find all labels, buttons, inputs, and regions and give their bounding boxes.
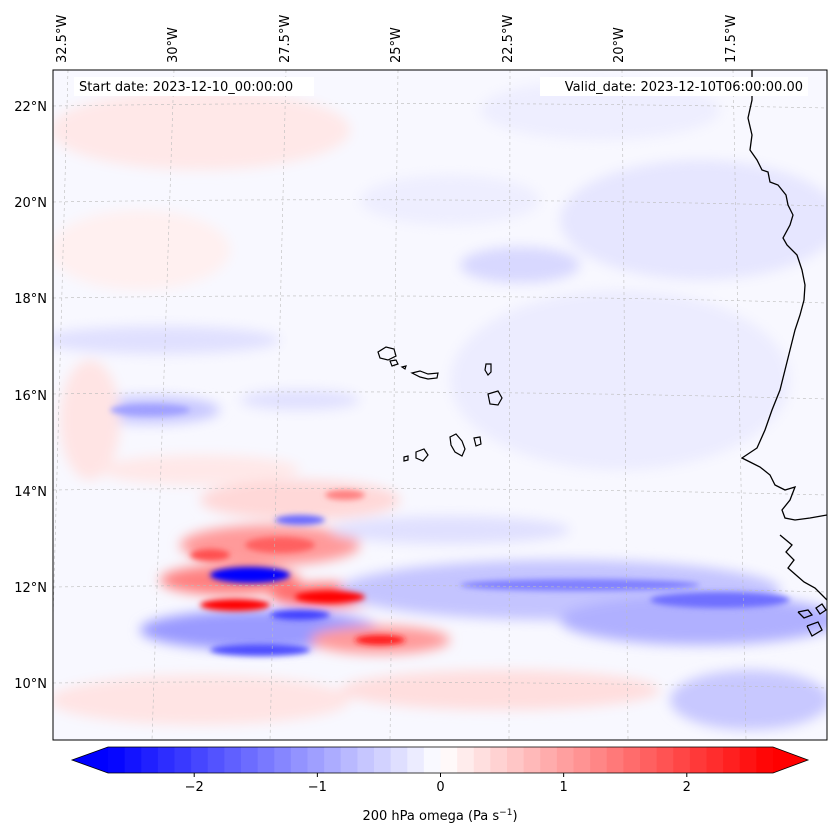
- colorbar-segment: [324, 747, 341, 773]
- lon-label-17-5w: 17.5°W: [724, 15, 739, 63]
- lon-label-22-5w: 22.5°W: [501, 15, 516, 63]
- colorbar-segment: [507, 747, 524, 773]
- colorbar-segment: [490, 747, 507, 773]
- colorbar-segment: [108, 747, 125, 773]
- colorbar-segment: [258, 747, 275, 773]
- colorbar-segment: [341, 747, 358, 773]
- colorbar-field: 200 hPa omega: [362, 809, 463, 824]
- colorbar-segment: [208, 747, 225, 773]
- colorbar-units-close: ): [512, 809, 517, 824]
- lon-label-20w: 20°W: [612, 27, 627, 63]
- colorbar-segment: [291, 747, 308, 773]
- colorbar-segment: [308, 747, 325, 773]
- colorbar-segment: [723, 747, 740, 773]
- lat-label-14n: 14°N: [14, 485, 47, 500]
- lat-label-10n: 10°N: [14, 677, 47, 692]
- colorbar-segment: [673, 747, 690, 773]
- colorbar-segment: [175, 747, 192, 773]
- start-date-label: Start date: 2023-12-10_00:00:00: [79, 80, 293, 95]
- lat-label-16n: 16°N: [14, 389, 47, 404]
- colorbar-tick-label: −1: [308, 780, 327, 795]
- colorbar-segment: [540, 747, 557, 773]
- lat-label-22n: 22°N: [14, 100, 47, 115]
- colorbar-segment: [524, 747, 541, 773]
- colorbar-tick-label: 0: [436, 780, 444, 795]
- colorbar-segment: [756, 747, 773, 773]
- colorbar-tick-label: 1: [560, 780, 568, 795]
- colorbar-segment: [640, 747, 657, 773]
- colorbar-segment: [623, 747, 640, 773]
- colorbar: −2 −1 0 1 2: [72, 747, 808, 795]
- colorbar-segment: [357, 747, 374, 773]
- colorbar-extend-low: [72, 747, 108, 773]
- colorbar-segment: [657, 747, 674, 773]
- colorbar-segment: [125, 747, 142, 773]
- lat-label-12n: 12°N: [14, 581, 47, 596]
- colorbar-segment: [574, 747, 591, 773]
- longitude-labels: 32.5°W 30°W 27.5°W 25°W 22.5°W 20°W 17.5…: [55, 15, 739, 63]
- colorbar-segment: [374, 747, 391, 773]
- colorbar-segment: [158, 747, 175, 773]
- colorbar-units-exp: −1: [499, 808, 512, 818]
- colorbar-segment: [557, 747, 574, 773]
- colorbar-segment: [740, 747, 757, 773]
- colorbar-segment: [590, 747, 607, 773]
- colorbar-units: (Pa s: [468, 809, 499, 824]
- colorbar-segment: [457, 747, 474, 773]
- lon-label-27-5w: 27.5°W: [278, 15, 293, 63]
- colorbar-segment: [707, 747, 724, 773]
- colorbar-label: 200 hPa omega (Pa s−1): [362, 808, 517, 824]
- colorbar-tick-label: −2: [185, 780, 204, 795]
- lon-label-30w: 30°W: [166, 27, 181, 63]
- lon-label-32-5w: 32.5°W: [55, 15, 70, 63]
- map-panel: [40, 70, 837, 740]
- lat-label-18n: 18°N: [14, 292, 47, 307]
- colorbar-segment: [241, 747, 258, 773]
- colorbar-segment: [141, 747, 158, 773]
- lat-label-20n: 20°N: [14, 196, 47, 211]
- colorbar-segment: [690, 747, 707, 773]
- colorbar-segment: [224, 747, 241, 773]
- latitude-labels: 22°N 20°N 18°N 16°N 14°N 12°N 10°N: [14, 100, 47, 692]
- colorbar-segment: [474, 747, 491, 773]
- colorbar-segment: [441, 747, 458, 773]
- colorbar-segment: [274, 747, 291, 773]
- colorbar-segment: [407, 747, 424, 773]
- lon-label-25w: 25°W: [389, 27, 404, 63]
- colorbar-segment: [607, 747, 624, 773]
- colorbar-segment: [424, 747, 441, 773]
- colorbar-extend-high: [773, 747, 808, 773]
- colorbar-segment: [391, 747, 408, 773]
- colorbar-segment: [191, 747, 208, 773]
- valid-date-label: Valid_date: 2023-12-10T06:00:00.00: [565, 80, 803, 95]
- colorbar-tick-label: 2: [683, 780, 691, 795]
